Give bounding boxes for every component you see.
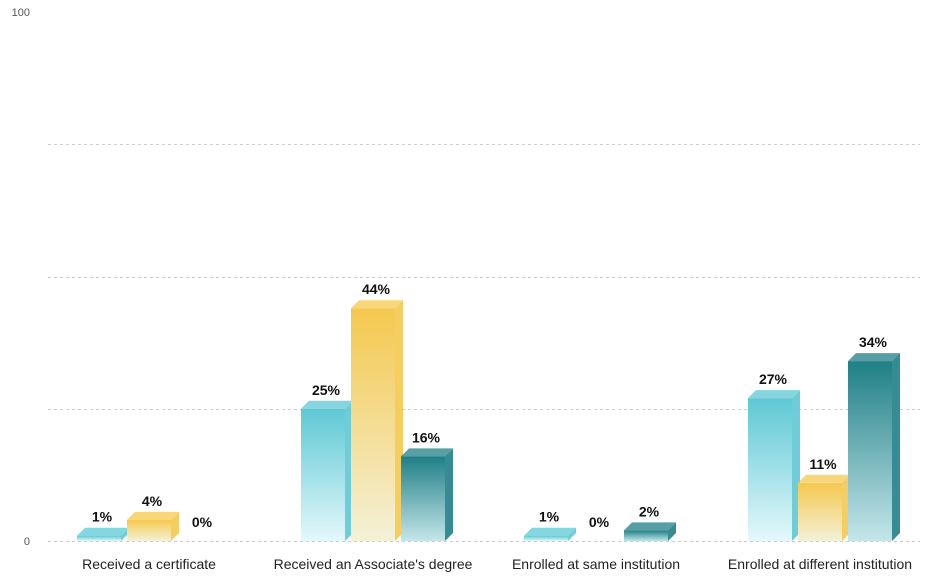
bar-front: [301, 408, 345, 541]
bar-side: [892, 353, 900, 541]
bar-3-1: [524, 527, 576, 541]
bar-1-1: [77, 527, 129, 541]
bar-4-3: [848, 353, 900, 541]
category-label-4: Enrolled at different institution: [728, 556, 912, 572]
bar-side: [568, 527, 576, 541]
bar-top: [301, 400, 353, 409]
bar-4-1: [748, 390, 800, 541]
data-label-4-2: 11%: [809, 456, 837, 472]
bar-front: [524, 535, 568, 541]
bar-front: [848, 361, 892, 541]
data-label-4-3: 34%: [859, 334, 888, 350]
bar-side: [445, 448, 453, 541]
data-label-3-1: 1%: [539, 509, 560, 525]
data-label-2-3: 16%: [412, 429, 441, 445]
category-label-2: Received an Associate's degree: [274, 556, 473, 572]
bar-4-2: [798, 474, 850, 541]
y-tick-label-1: 100: [12, 7, 30, 19]
data-label-3-2: 0%: [589, 514, 610, 530]
data-label-1-2: 4%: [142, 493, 163, 509]
y-tick-label-0: 0: [24, 536, 30, 548]
bar-group-3: [524, 522, 676, 541]
bar-top: [524, 527, 576, 536]
bar-group-2: [301, 300, 453, 541]
bar-1-2: [127, 511, 179, 541]
bar-front: [624, 530, 668, 541]
bar-2-3: [401, 448, 453, 541]
bar-front: [77, 535, 121, 541]
data-label-1-3: 0%: [192, 514, 213, 530]
bar-2-1: [301, 400, 353, 541]
bar-group-1: [77, 511, 179, 541]
bar-top: [624, 522, 676, 531]
data-label-1-1: 1%: [92, 509, 113, 525]
bar-front: [127, 519, 171, 541]
data-label-2-2: 44%: [362, 281, 391, 297]
bar-top: [798, 474, 850, 483]
bar-3-3: [624, 522, 676, 541]
bar-top: [77, 527, 129, 536]
bar-2-2: [351, 300, 403, 541]
bar-top: [127, 511, 179, 520]
bar-front: [351, 308, 395, 541]
category-label-3: Enrolled at same institution: [512, 556, 680, 572]
data-label-3-3: 2%: [639, 503, 660, 519]
bar-side: [171, 511, 179, 541]
bar-top: [401, 448, 453, 457]
bar-top: [351, 300, 403, 309]
data-label-2-1: 25%: [312, 382, 341, 398]
bar-front: [401, 456, 445, 541]
category-label-1: Received a certificate: [82, 556, 216, 572]
data-label-4-1: 27%: [759, 371, 788, 387]
bar-front: [748, 398, 792, 541]
bar-group-4: [748, 353, 900, 541]
bar-side: [668, 522, 676, 541]
bar-top: [748, 390, 800, 399]
bar-front: [798, 482, 842, 541]
bar-top: [848, 353, 900, 362]
